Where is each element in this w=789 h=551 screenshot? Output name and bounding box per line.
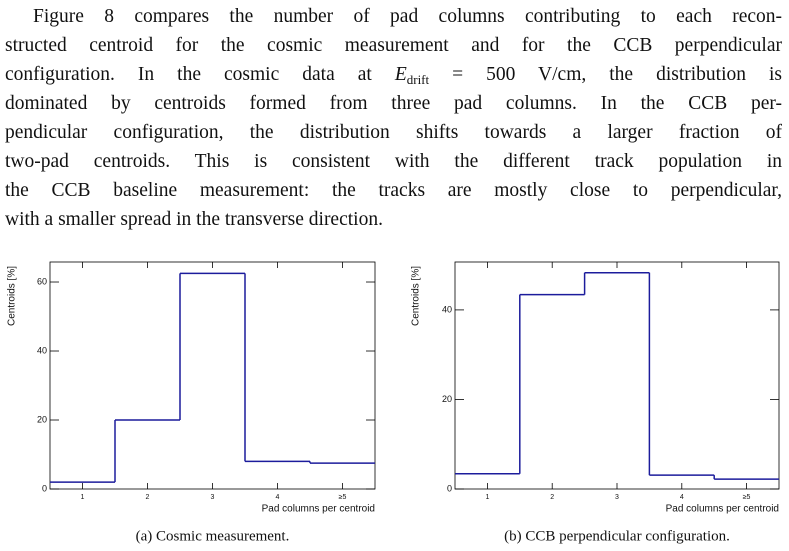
y-axis-label: Centroids [%]: [411, 266, 422, 326]
text-line: with a smaller spread in the transverse …: [5, 209, 383, 230]
y-tick-label: 0: [447, 483, 452, 493]
caption: (a) Cosmic measurement.: [136, 528, 290, 544]
text-line: Figure 8 compares the number of pad colu…: [33, 6, 782, 27]
text-line: pendicular configuration, the distributi…: [5, 122, 782, 143]
x-tick-label: ≥5: [339, 494, 347, 501]
caption: (b) CCB perpendicular configuration.: [504, 528, 730, 544]
plot-frame: [49, 261, 376, 490]
text-line: dominated by centroids formed from three…: [5, 93, 782, 114]
x-tick-label: 4: [680, 494, 684, 501]
x-tick-label: 2: [146, 494, 150, 501]
text: configuration. In the cosmic data at: [5, 64, 395, 85]
text: = 500 V/cm, the distribution is: [429, 64, 782, 85]
x-axis-label: Pad columns per centroid: [666, 504, 779, 515]
x-tick-label: 1: [485, 494, 489, 501]
math-sub: drift: [406, 72, 430, 87]
y-tick-label: 40: [442, 304, 452, 314]
paragraph: Figure 8 compares the number of pad colu…: [5, 2, 782, 234]
y-tick-label: 20: [442, 394, 452, 404]
text-line: the CCB baseline measurement: the tracks…: [5, 180, 782, 201]
y-tick-label: 60: [37, 276, 47, 286]
text-line: structed centroid for the cosmic measure…: [5, 35, 782, 56]
x-tick-label: 3: [615, 494, 619, 501]
y-tick-label: 40: [37, 345, 47, 355]
x-tick-label: 1: [81, 494, 85, 501]
x-tick-label: ≥5: [743, 494, 751, 501]
y-tick-label: 20: [37, 414, 47, 424]
x-axis-label: Pad columns per centroid: [262, 504, 375, 515]
x-tick-label: 2: [550, 494, 554, 501]
x-tick-label: 3: [211, 494, 215, 501]
x-tick-label: 4: [276, 494, 280, 501]
y-tick-label: 0: [42, 483, 47, 493]
math-var: E: [394, 64, 407, 85]
text-line: two-pad centroids. This is consistent wi…: [5, 151, 782, 172]
text-line: configuration. In the cosmic data at Edr…: [5, 60, 782, 89]
plot-frame: [454, 261, 780, 490]
y-axis-label: Centroids [%]: [7, 266, 18, 326]
